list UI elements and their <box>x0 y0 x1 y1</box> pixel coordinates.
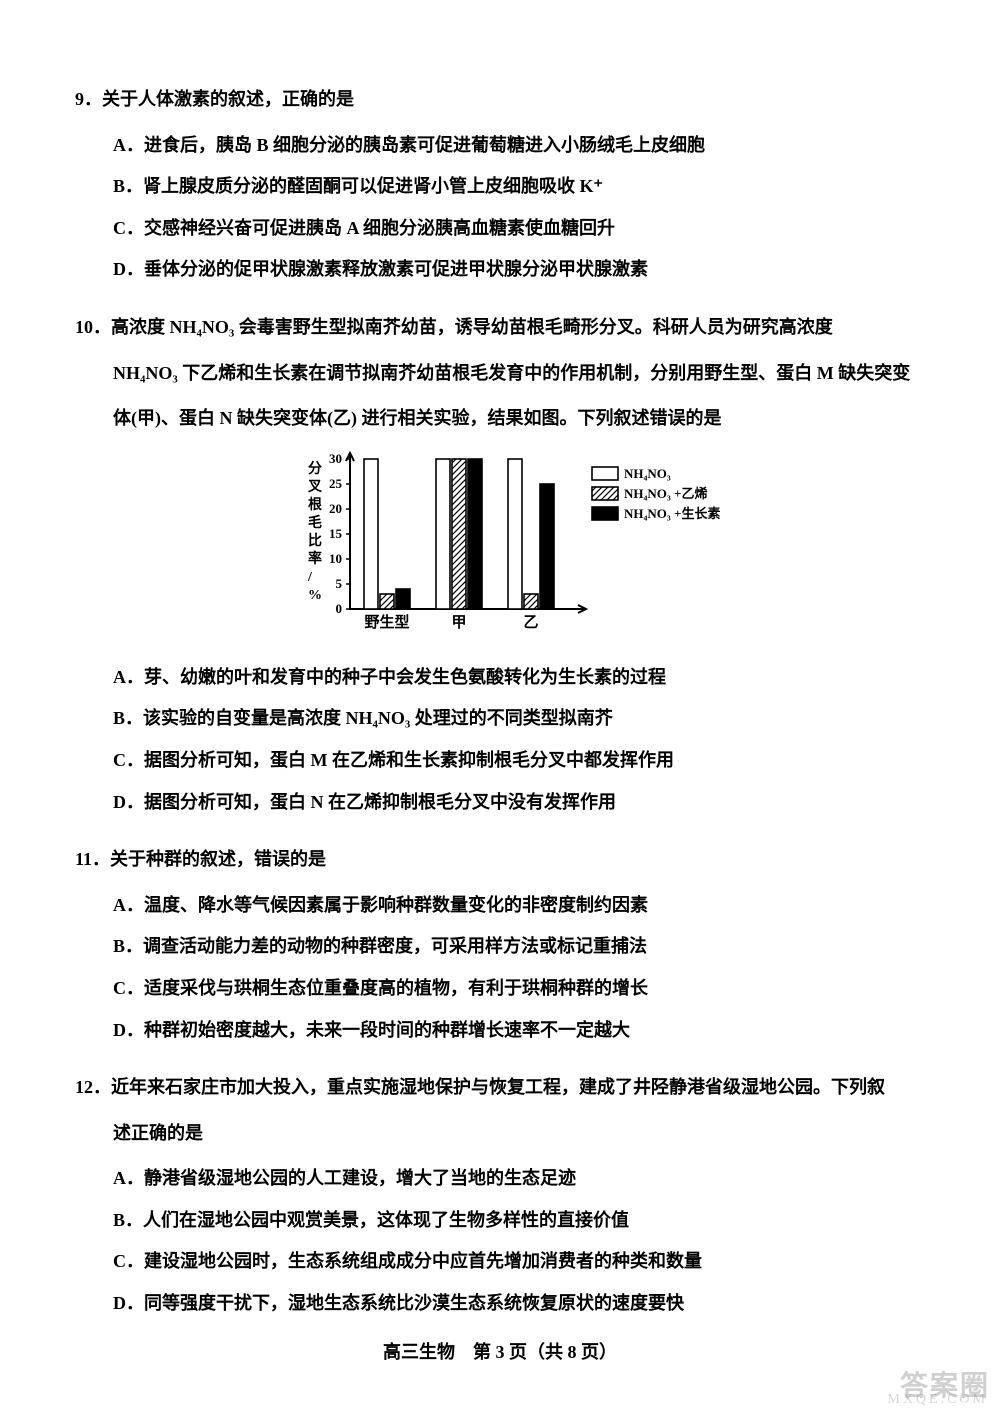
svg-text:毛: 毛 <box>308 514 322 531</box>
q10-option-c: C．据图分析可知，蛋白 M 在乙烯和生长素抑制根毛分叉中都发挥作用 <box>113 741 925 781</box>
bar <box>508 459 522 609</box>
svg-text:NH₄NO₃: NH₄NO₃ <box>624 466 671 481</box>
q10-option-a: A．芽、幼嫩的叶和发育中的种子中会发生色氨酸转化为生长素的过程 <box>113 658 925 698</box>
q10-chart: 0 5 10 15 20 25 30 分叉根毛比率 /% 野生型 甲 乙 NH₄NO₃ NH₄NO₃ +乙… <box>280 449 720 644</box>
svg-text:分: 分 <box>308 461 322 477</box>
q10-chart-wrap: 0 5 10 15 20 25 30 分叉根毛比率 /% 野生型 甲 乙 NH₄NO₃ NH₄NO₃ +乙… <box>75 449 925 644</box>
q9-option-c: C．交感神经兴奋可促进胰岛 A 细胞分泌胰高血糖素使血糖回升 <box>113 209 925 249</box>
q10-option-b: B．该实验的自变量是高浓度 NH₄NO₃ 处理过的不同类型拟南芥 <box>113 699 925 739</box>
q11-text: 关于种群的叙述，错误的是 <box>110 849 326 869</box>
q9-stem: 9．关于人体激素的叙述，正确的是 <box>75 80 925 120</box>
q12-options: A．静港省级湿地公园的人工建设，增大了当地的生态足迹 B．人们在湿地公园中观赏美… <box>75 1159 925 1323</box>
svg-text:15: 15 <box>329 526 343 541</box>
svg-text:%: % <box>308 588 322 603</box>
q9-option-a: A．进食后，胰岛 B 细胞分泌的胰岛素可促进葡萄糖进入小肠绒毛上皮细胞 <box>113 126 925 166</box>
svg-text:25: 25 <box>329 476 343 491</box>
q11-option-d: D．种群初始密度越大，未来一段时间的种群增长速率不一定越大 <box>113 1011 925 1051</box>
svg-text:10: 10 <box>329 551 342 566</box>
q9-num: 9． <box>75 89 102 109</box>
q12-text: 近年来石家庄市加大投入，重点实施湿地保护与恢复工程，建成了井陉静港省级湿地公园。… <box>111 1077 885 1097</box>
bar <box>436 459 450 609</box>
q9-option-b: B．肾上腺皮质分泌的醛固酮可以促进肾小管上皮细胞吸收 K⁺ <box>113 167 925 207</box>
svg-text:/: / <box>307 570 313 585</box>
svg-text:NH₄NO₃ +生长素: NH₄NO₃ +生长素 <box>624 506 720 521</box>
q11-option-a: A．温度、降水等气候因素属于影响种群数量变化的非密度制约因素 <box>113 886 925 926</box>
svg-text:比: 比 <box>308 532 322 549</box>
bar <box>452 459 466 609</box>
q10-stem: 10．高浓度 NH₄NO₃ 会毒害野生型拟南芥幼苗，诱导幼苗根毛畸形分叉。科研人… <box>75 308 925 348</box>
bar <box>468 459 482 609</box>
q10-text: 高浓度 NH₄NO₃ 会毒害野生型拟南芥幼苗，诱导幼苗根毛畸形分叉。科研人员为研… <box>111 317 833 337</box>
q11-stem: 11．关于种群的叙述，错误的是 <box>75 840 925 880</box>
bar <box>396 589 410 609</box>
q12-option-a: A．静港省级湿地公园的人工建设，增大了当地的生态足迹 <box>113 1159 925 1199</box>
svg-text:叉: 叉 <box>307 480 323 495</box>
question-11: 11．关于种群的叙述，错误的是 A．温度、降水等气候因素属于影响种群数量变化的非… <box>75 840 925 1050</box>
bar <box>364 459 378 609</box>
q11-option-c: C．适度采伐与珙桐生态位重叠度高的植物，有利于珙桐种群的增长 <box>113 969 925 1009</box>
q11-num: 11． <box>75 849 110 869</box>
svg-text:甲: 甲 <box>451 614 466 631</box>
svg-text:率: 率 <box>308 550 322 567</box>
q10-stem-cont-1: NH₄NO₃ 下乙烯和生长素在调节拟南芥幼苗根毛发育中的作用机制，分别用野生型、… <box>75 354 925 394</box>
q11-options: A．温度、降水等气候因素属于影响种群数量变化的非密度制约因素 B．调查活动能力差… <box>75 886 925 1050</box>
question-12: 12．近年来石家庄市加大投入，重点实施湿地保护与恢复工程，建成了井陉静港省级湿地… <box>75 1068 925 1324</box>
q12-option-b: B．人们在湿地公园中观赏美景，这体现了生物多样性的直接价值 <box>113 1201 925 1241</box>
q10-stem-cont-2: 体(甲)、蛋白 N 缺失突变体(乙) 进行相关实验，结果如图。下列叙述错误的是 <box>75 399 925 439</box>
q9-text: 关于人体激素的叙述，正确的是 <box>102 89 354 109</box>
q12-stem: 12．近年来石家庄市加大投入，重点实施湿地保护与恢复工程，建成了井陉静港省级湿地… <box>75 1068 925 1108</box>
q10-option-d: D．据图分析可知，蛋白 N 在乙烯抑制根毛分叉中没有发挥作用 <box>113 783 925 823</box>
q12-option-d: D．同等强度干扰下，湿地生态系统比沙漠生态系统恢复原状的速度要快 <box>113 1284 925 1324</box>
watermark-sub: MXQE.COM <box>887 1392 988 1408</box>
q10-num: 10． <box>75 317 111 337</box>
q9-options: A．进食后，胰岛 B 细胞分泌的胰岛素可促进葡萄糖进入小肠绒毛上皮细胞 B．肾上… <box>75 126 925 290</box>
svg-text:根: 根 <box>308 496 323 513</box>
bar-chart-svg: 0 5 10 15 20 25 30 分叉根毛比率 /% 野生型 甲 乙 NH₄NO₃ NH₄NO₃ +乙… <box>280 449 720 639</box>
svg-text:NH₄NO₃ +乙烯: NH₄NO₃ +乙烯 <box>624 486 707 501</box>
svg-text:乙: 乙 <box>523 615 538 631</box>
page-footer: 高三生物 第 3 页（共 8 页） <box>0 1338 1000 1364</box>
q12-option-c: C．建设湿地公园时，生态系统组成成分中应首先增加消费者的种类和数量 <box>113 1242 925 1282</box>
q12-stem-cont-1: 述正确的是 <box>75 1114 925 1154</box>
bar <box>380 594 394 609</box>
svg-text:20: 20 <box>329 501 342 516</box>
q9-option-d: D．垂体分泌的促甲状腺激素释放激素可促进甲状腺分泌甲状腺激素 <box>113 250 925 290</box>
svg-text:5: 5 <box>336 576 343 591</box>
question-9: 9．关于人体激素的叙述，正确的是 A．进食后，胰岛 B 细胞分泌的胰岛素可促进葡… <box>75 80 925 290</box>
q12-num: 12． <box>75 1077 111 1097</box>
question-10: 10．高浓度 NH₄NO₃ 会毒害野生型拟南芥幼苗，诱导幼苗根毛畸形分叉。科研人… <box>75 308 925 822</box>
bar <box>524 594 538 609</box>
q11-option-b: B．调查活动能力差的动物的种群密度，可采用样方法或标记重捕法 <box>113 927 925 967</box>
bar <box>540 484 554 609</box>
svg-text:0: 0 <box>336 601 343 616</box>
svg-text:野生型: 野生型 <box>364 613 409 631</box>
svg-text:30: 30 <box>329 451 342 466</box>
q10-options: A．芽、幼嫩的叶和发育中的种子中会发生色氨酸转化为生长素的过程 B．该实验的自变… <box>75 658 925 822</box>
